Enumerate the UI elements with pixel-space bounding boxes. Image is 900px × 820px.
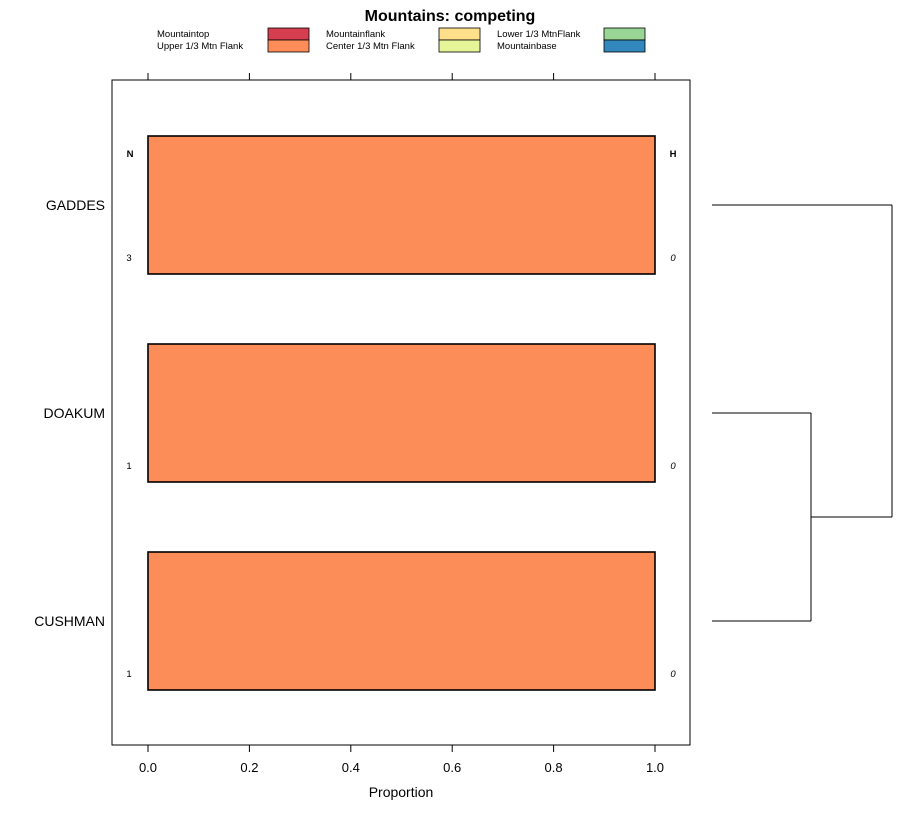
legend-swatch bbox=[438, 27, 481, 41]
chart-title: Mountains: competing bbox=[365, 8, 536, 25]
bar-outline bbox=[147, 343, 656, 483]
bar-segment bbox=[148, 552, 655, 690]
legend-label: Mountaintop bbox=[157, 29, 209, 40]
x-axis-title: Proportion bbox=[369, 784, 434, 800]
x-tick-label: 0.0 bbox=[139, 760, 157, 775]
n-value: 1 bbox=[126, 669, 131, 680]
legend-swatch bbox=[267, 27, 310, 41]
x-tick-label: 0.8 bbox=[545, 760, 563, 775]
plot-frame bbox=[111, 79, 691, 746]
legend-label: Mountainflank bbox=[326, 29, 385, 40]
h-value: 0 bbox=[670, 461, 676, 472]
dendrogram bbox=[712, 204, 893, 622]
top-axis bbox=[147, 73, 656, 80]
n-value: 1 bbox=[126, 461, 131, 472]
bar-outline bbox=[147, 551, 656, 691]
category-label: DOAKUM bbox=[44, 405, 105, 421]
legend-label: Lower 1/3 MtnFlank bbox=[497, 29, 581, 40]
h-column-header: H bbox=[670, 149, 677, 160]
bars bbox=[147, 135, 656, 691]
legend-label: Mountainbase bbox=[497, 41, 557, 52]
bar-segment bbox=[148, 344, 655, 482]
category-label: CUSHMAN bbox=[34, 613, 105, 629]
bar-segment bbox=[148, 136, 655, 274]
legend-label: Upper 1/3 Mtn Flank bbox=[157, 41, 243, 52]
legend-swatch bbox=[603, 39, 646, 53]
h-value: 0 bbox=[670, 253, 676, 264]
category-label: GADDES bbox=[46, 197, 105, 213]
n-value: 3 bbox=[126, 253, 131, 264]
legend-swatch bbox=[438, 39, 481, 53]
x-tick-label: 1.0 bbox=[646, 760, 664, 775]
x-tick-label: 0.2 bbox=[240, 760, 258, 775]
h-value: 0 bbox=[670, 669, 676, 680]
count-columns: N H 3 0 1 0 1 0 bbox=[126, 149, 676, 680]
bottom-axis: 0.0 0.2 0.4 0.6 0.8 1.0 bbox=[139, 745, 664, 775]
bar-outline bbox=[147, 135, 656, 275]
category-labels: GADDES DOAKUM CUSHMAN bbox=[34, 197, 105, 629]
legend-label: Center 1/3 Mtn Flank bbox=[326, 41, 415, 52]
x-tick-label: 0.4 bbox=[342, 760, 360, 775]
n-column-header: N bbox=[127, 149, 134, 160]
legend-swatch bbox=[267, 39, 310, 53]
legend-swatch bbox=[603, 27, 646, 41]
x-tick-label: 0.6 bbox=[443, 760, 461, 775]
